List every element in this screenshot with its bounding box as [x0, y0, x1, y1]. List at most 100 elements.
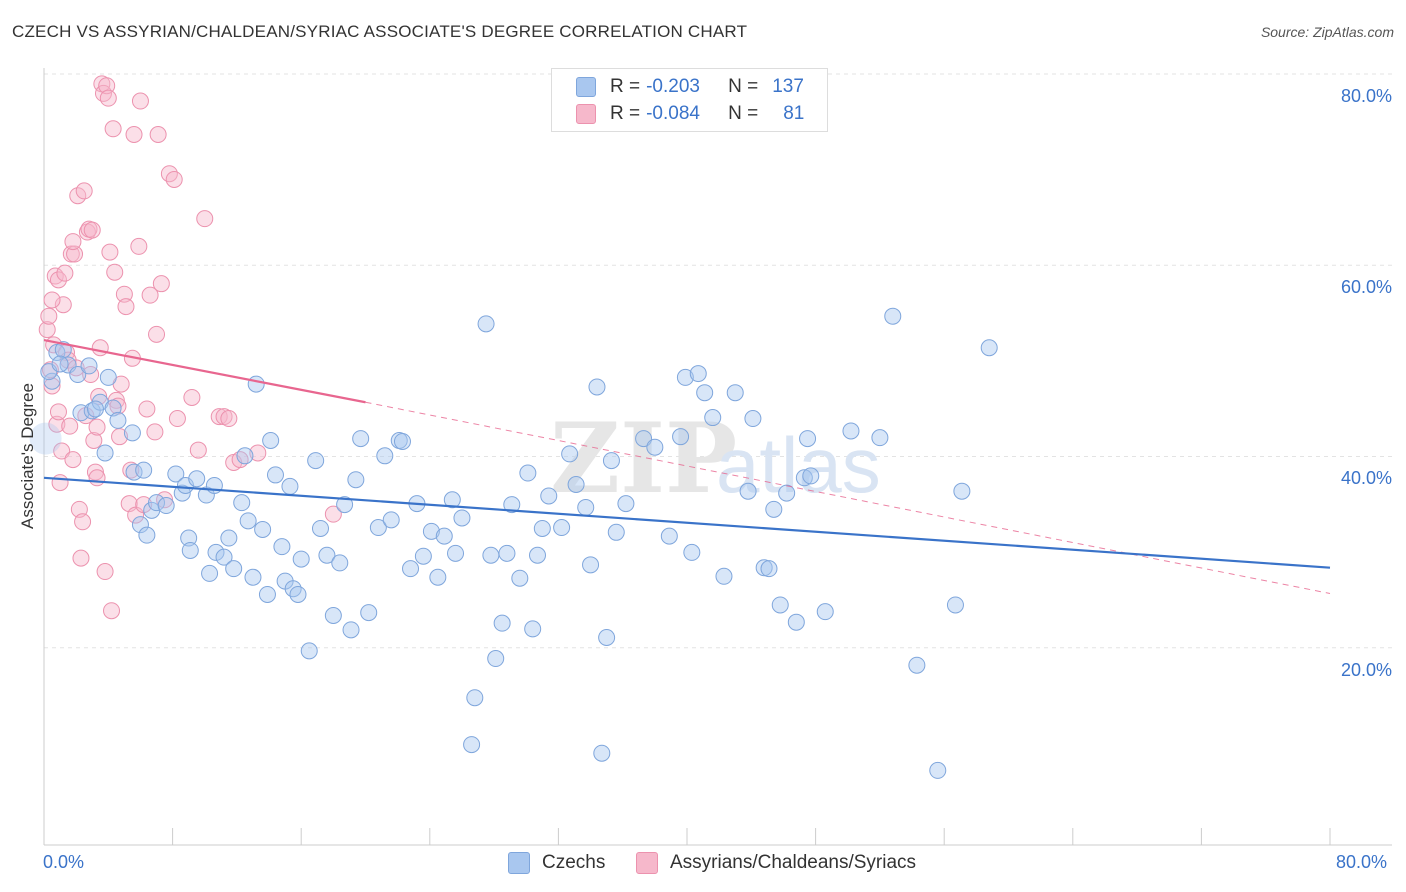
point-czechs	[908, 656, 926, 674]
point-czechs	[696, 384, 714, 402]
y-tick-60: 60.0%	[1340, 277, 1392, 297]
point-assyrians	[249, 444, 267, 462]
point-czechs	[453, 509, 471, 527]
point-czechs	[376, 447, 394, 465]
point-czechs	[135, 461, 153, 479]
point-czechs	[561, 445, 579, 463]
point-czechs	[672, 428, 690, 446]
point-assyrians	[48, 415, 66, 433]
point-czechs	[247, 375, 265, 393]
point-assyrians	[220, 410, 238, 428]
point-assyrians	[103, 602, 121, 620]
point-assyrians	[146, 423, 164, 441]
legend-n-value: 137	[772, 76, 804, 97]
point-czechs	[393, 432, 411, 450]
point-czechs	[477, 315, 495, 333]
legend-row-assyrians: R = -0.084 N = 81	[576, 102, 804, 126]
point-assyrians	[83, 221, 101, 239]
series-czechs-points	[29, 307, 998, 779]
point-assyrians	[86, 463, 104, 481]
point-czechs	[369, 519, 387, 537]
point-assyrians	[40, 307, 58, 325]
point-czechs	[511, 569, 529, 587]
point-czechs	[429, 568, 447, 586]
point-czechs	[414, 547, 432, 565]
point-czechs	[180, 529, 198, 547]
point-czechs	[131, 516, 149, 534]
point-czechs	[487, 650, 505, 668]
chart-title: CZECH VS ASSYRIAN/CHALDEAN/SYRIAC ASSOCI…	[12, 22, 748, 41]
point-czechs	[744, 410, 762, 428]
point-czechs	[220, 529, 238, 547]
point-assyrians	[91, 339, 109, 357]
point-czechs	[188, 470, 206, 488]
legend-swatch-pink	[576, 104, 596, 124]
point-czechs	[842, 422, 860, 440]
point-assyrians	[53, 442, 71, 460]
point-czechs	[382, 511, 400, 529]
point-czechs	[540, 487, 558, 505]
point-assyrians	[66, 245, 84, 263]
point-assyrians	[149, 126, 167, 144]
point-czechs	[324, 607, 342, 624]
point-czechs	[331, 554, 349, 572]
point-czechs	[493, 614, 511, 632]
trend-line-assyrians	[43, 339, 366, 404]
point-czechs	[760, 560, 778, 578]
point-assyrians	[196, 210, 214, 228]
point-czechs	[503, 496, 521, 514]
point-assyrians	[183, 388, 201, 406]
point-czechs	[318, 546, 336, 564]
point-czechs	[262, 432, 280, 450]
point-czechs	[799, 430, 817, 448]
point-czechs	[99, 368, 117, 386]
point-czechs	[929, 761, 947, 779]
point-czechs	[607, 523, 625, 541]
point-czechs	[435, 527, 453, 545]
point-assyrians	[168, 410, 186, 428]
legend-label-czechs: Czechs	[542, 852, 606, 873]
point-czechs	[593, 744, 611, 762]
point-czechs	[980, 339, 998, 357]
point-assyrians	[122, 461, 140, 479]
point-assyrians	[88, 418, 106, 436]
point-czechs	[181, 541, 199, 559]
point-czechs	[660, 527, 678, 545]
point-assyrians	[49, 403, 67, 421]
watermark: ZIP atlas	[550, 402, 881, 515]
point-czechs	[336, 496, 354, 514]
point-czechs	[953, 482, 971, 500]
point-czechs	[273, 538, 291, 556]
series-legend: Czechs Assyrians/Chaldeans/Syriacs	[0, 852, 1406, 876]
point-czechs	[676, 368, 694, 386]
point-czechs	[292, 550, 310, 568]
point-czechs	[816, 603, 834, 621]
point-czechs	[443, 491, 461, 509]
x-tick-80: 80.0%	[1336, 852, 1388, 872]
point-czechs	[201, 564, 219, 582]
point-assyrians	[165, 170, 183, 188]
point-czechs	[422, 522, 440, 540]
trend-line-assyrians-extended	[365, 401, 1331, 594]
point-czechs	[787, 613, 805, 631]
point-czechs	[138, 526, 156, 544]
point-assyrians	[115, 285, 133, 303]
point-czechs	[524, 620, 542, 638]
point-assyrians	[138, 400, 156, 418]
point-assyrians	[101, 243, 119, 261]
point-czechs	[946, 596, 964, 614]
x-tick-0: 0.0%	[43, 852, 85, 872]
point-czechs	[498, 544, 516, 562]
point-assyrians	[141, 286, 159, 304]
point-assyrians	[106, 263, 124, 281]
point-czechs	[254, 520, 272, 538]
point-assyrians	[104, 120, 122, 138]
point-czechs	[69, 366, 87, 384]
y-tick-80: 80.0%	[1340, 86, 1392, 106]
point-czechs	[266, 466, 284, 484]
point-czechs	[402, 560, 420, 578]
legend-n-value: 81	[783, 103, 805, 124]
legend-n-label: N =	[728, 76, 759, 97]
point-czechs	[577, 498, 595, 516]
